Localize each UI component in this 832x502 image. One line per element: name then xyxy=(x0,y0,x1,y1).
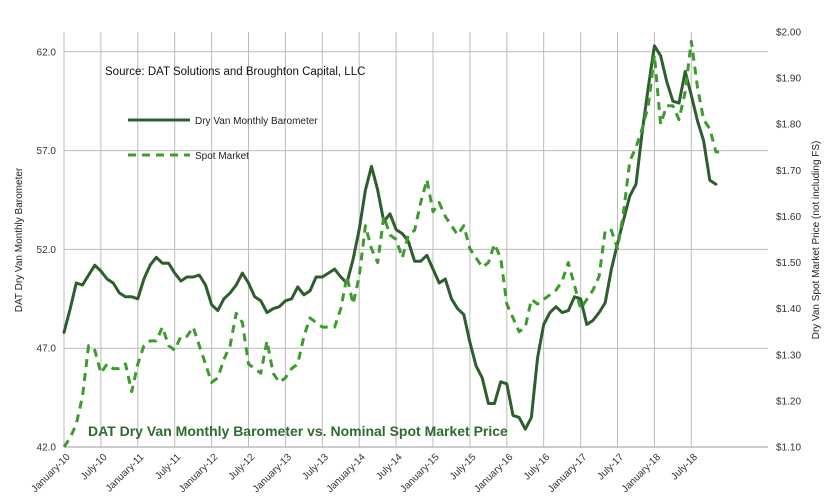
legend: Dry Van Monthly Barometer Spot Market xyxy=(128,116,318,162)
horizontal-gridlines xyxy=(64,51,768,448)
x-tick-label: January-10 xyxy=(29,452,72,495)
source-note: Source: DAT Solutions and Broughton Capi… xyxy=(105,66,365,78)
series-line-spot xyxy=(62,39,723,448)
x-tick-label: January-14 xyxy=(325,452,368,495)
y-right-tick-label: $1.80 xyxy=(776,120,801,131)
chart-title: DAT Dry Van Monthly Barometer vs. Nomina… xyxy=(88,423,508,439)
x-tick-label: July-15 xyxy=(448,452,479,483)
left-axis-title: DAT Dry Van Monthly Barometer xyxy=(14,167,25,312)
legend-label-spot: Spot Market xyxy=(195,151,249,162)
y-left-tick-label: 57.0 xyxy=(37,146,57,157)
x-tick-label: January-13 xyxy=(251,452,294,495)
x-tick-label: July-12 xyxy=(227,452,258,483)
y-right-tick-label: $1.90 xyxy=(776,74,801,85)
x-tick-label: January-17 xyxy=(546,452,589,495)
y-right-tick-label: $1.10 xyxy=(776,443,801,454)
left-axis-ticks: 42.0 47.0 52.0 57.0 62.0 xyxy=(37,47,57,453)
y-right-tick-label: $1.50 xyxy=(776,258,801,269)
series-lines xyxy=(62,39,723,448)
right-axis-title: Dry Van Spot Market Price (not including… xyxy=(811,141,822,340)
y-right-tick-label: $1.30 xyxy=(776,350,801,361)
y-left-tick-label: 42.0 xyxy=(37,443,57,454)
y-left-tick-label: 62.0 xyxy=(37,47,57,58)
series-line-barometer xyxy=(62,44,718,431)
y-left-tick-label: 52.0 xyxy=(37,245,57,256)
x-tick-label: July-14 xyxy=(374,452,405,483)
y-right-tick-label: $1.60 xyxy=(776,212,801,223)
x-tick-label: January-11 xyxy=(104,452,147,495)
y-right-tick-label: $1.20 xyxy=(776,396,801,407)
x-tick-label: July-10 xyxy=(79,452,110,483)
x-tick-label: July-16 xyxy=(522,452,553,483)
x-tick-label: January-15 xyxy=(398,452,441,495)
y-right-tick-label: $2.00 xyxy=(776,28,801,39)
y-right-tick-label: $1.70 xyxy=(776,166,801,177)
x-tick-label: January-16 xyxy=(472,452,515,495)
x-tick-label: July-11 xyxy=(153,452,183,482)
x-tick-label: January-12 xyxy=(177,452,220,495)
x-tick-label: July-18 xyxy=(669,452,700,483)
legend-label-barometer: Dry Van Monthly Barometer xyxy=(195,116,318,127)
y-left-tick-label: 47.0 xyxy=(37,344,57,355)
x-tick-label: July-13 xyxy=(300,452,331,483)
vertical-gridlines xyxy=(63,32,692,447)
right-axis-ticks: $1.10 $1.20 $1.30 $1.40 $1.50 $1.60 $1.70 $1.80… xyxy=(776,28,801,454)
y-right-tick-label: $1.40 xyxy=(776,304,801,315)
x-tick-label: July-17 xyxy=(596,452,627,483)
x-tick-label: January-18 xyxy=(620,452,663,495)
